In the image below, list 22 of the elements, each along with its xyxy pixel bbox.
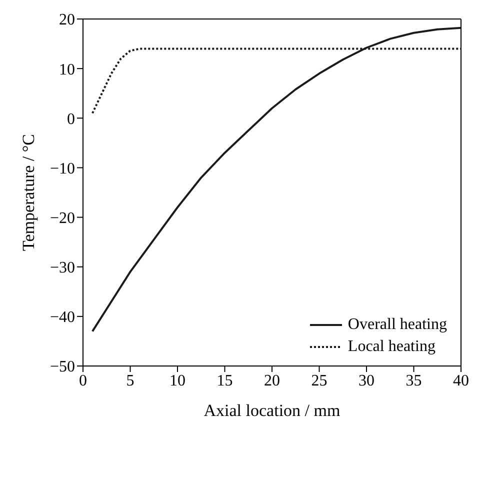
x-axis-title: Axial location / mm [204, 401, 340, 420]
x-tick-label: 0 [79, 372, 87, 390]
x-tick-label: 15 [216, 372, 233, 390]
y-axis-title: Temperature / °C [19, 134, 38, 252]
legend-label: Overall heating [348, 316, 447, 334]
y-tick-label: 20 [59, 12, 75, 29]
y-tick-label: 10 [59, 61, 75, 78]
line-series [91, 26, 461, 332]
x-tick-label: 25 [311, 372, 328, 390]
x-tick-label: 30 [358, 372, 374, 390]
x-tick-label: 20 [264, 372, 280, 390]
x-tick-label: 35 [406, 372, 422, 390]
x-tick-label: 40 [453, 372, 469, 390]
y-tick-label: −20 [50, 210, 75, 227]
y-tick-label: 0 [67, 110, 75, 128]
x-tick-label: 10 [170, 372, 186, 390]
y-tick-label: −30 [50, 260, 75, 277]
y-tick-label: −50 [50, 358, 75, 376]
x-tick-label: 5 [126, 372, 134, 390]
y-tick-label: −40 [50, 309, 75, 326]
legend-label: Local heating [348, 338, 436, 356]
y-tick-label: −10 [50, 160, 75, 178]
